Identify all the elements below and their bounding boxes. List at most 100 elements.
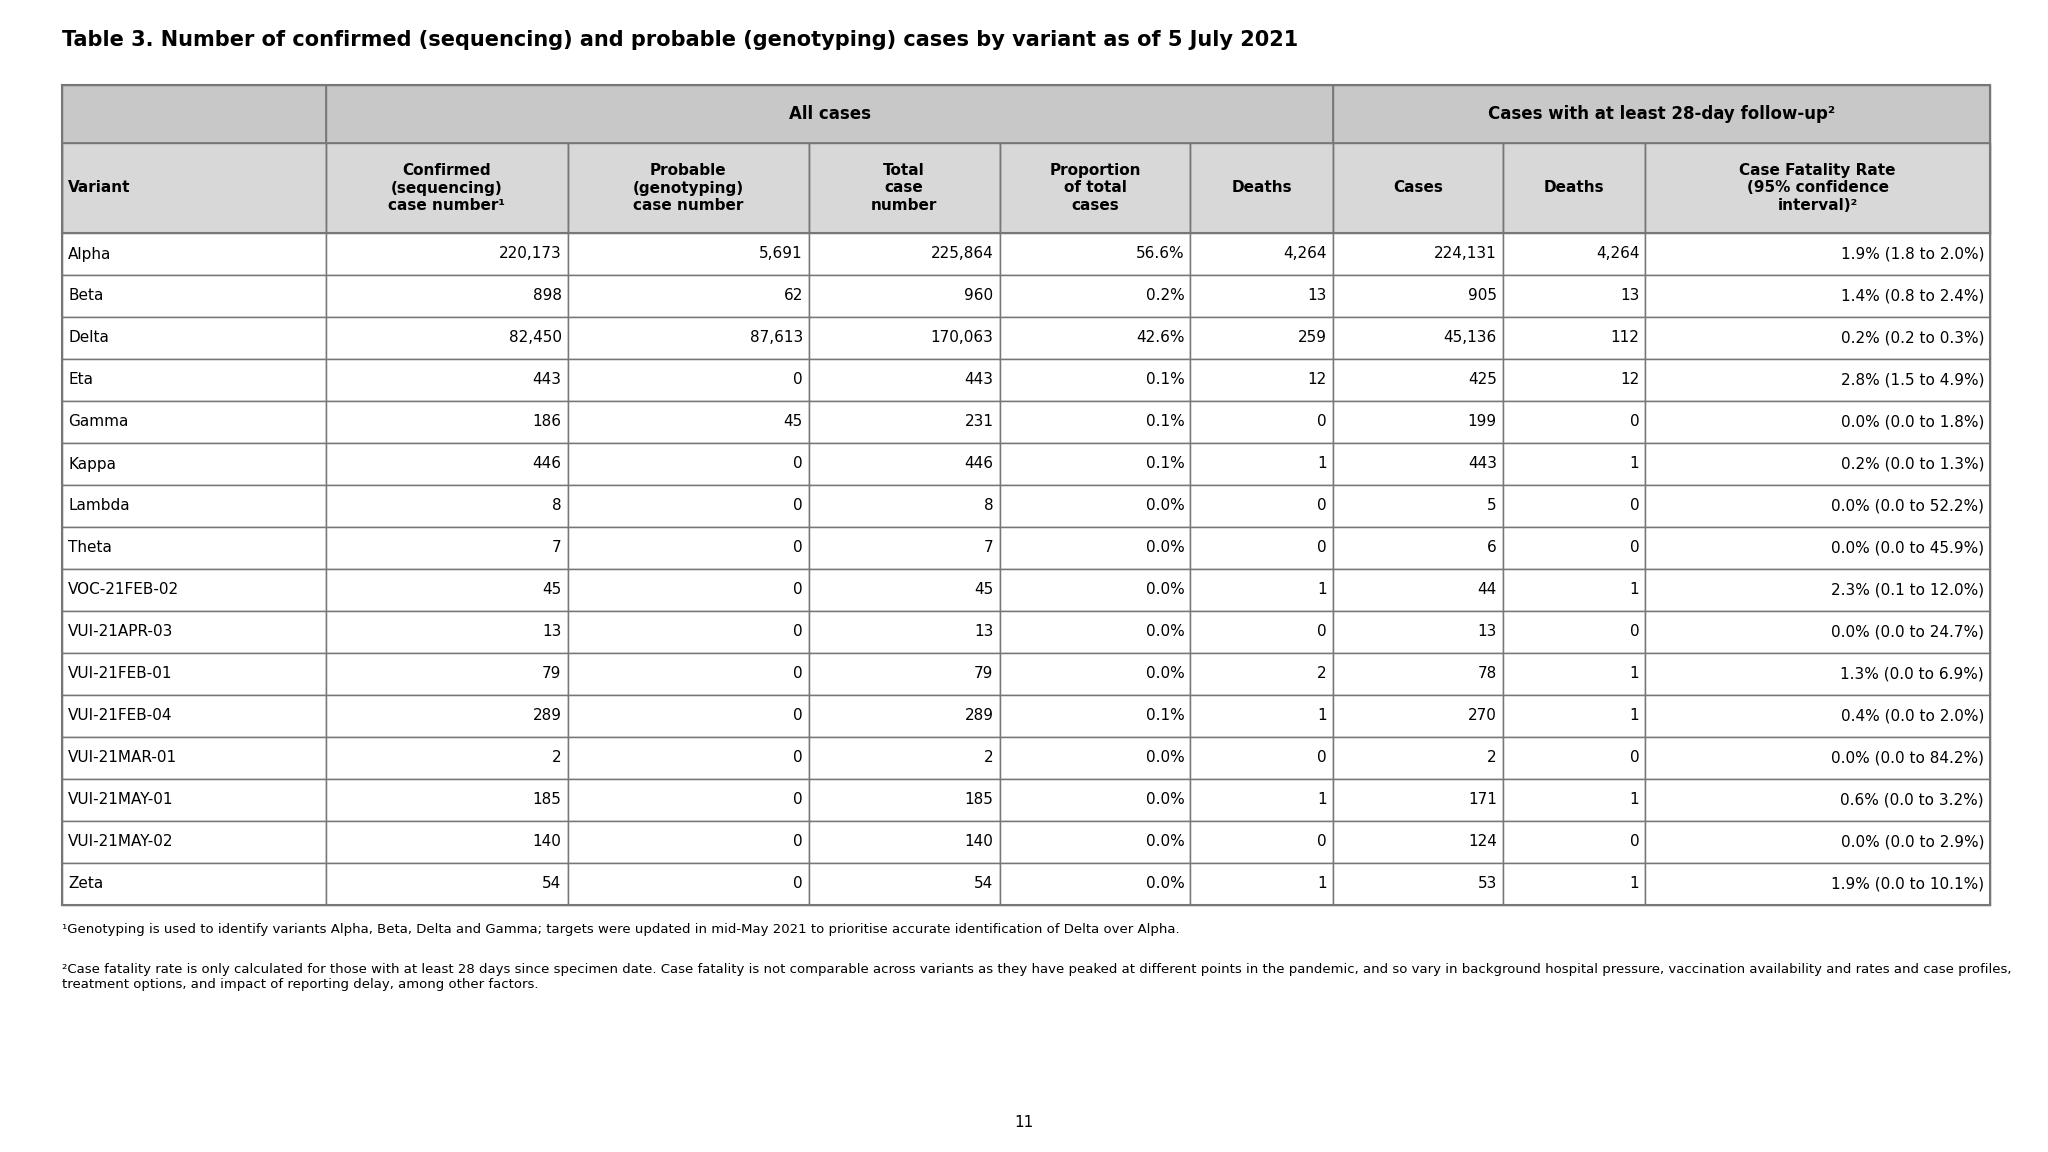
Text: 4,264: 4,264 <box>1284 247 1327 262</box>
Text: 6: 6 <box>1487 540 1497 555</box>
Text: 2: 2 <box>1317 667 1327 682</box>
Text: 8: 8 <box>551 499 561 514</box>
Bar <box>809 863 999 905</box>
Text: Case Fatality Rate
(95% confidence
interval)²: Case Fatality Rate (95% confidence inter… <box>1739 164 1896 213</box>
Bar <box>809 821 999 863</box>
Text: Theta: Theta <box>68 540 113 555</box>
Text: All cases: All cases <box>788 105 870 123</box>
Bar <box>999 569 1190 611</box>
Bar <box>567 485 809 526</box>
Bar <box>567 317 809 359</box>
Text: VUI-21MAR-01: VUI-21MAR-01 <box>68 750 176 765</box>
Text: VUI-21MAY-02: VUI-21MAY-02 <box>68 834 174 849</box>
Bar <box>809 317 999 359</box>
Bar <box>809 444 999 485</box>
Bar <box>999 485 1190 526</box>
Text: Beta: Beta <box>68 288 102 303</box>
Bar <box>1645 611 1991 653</box>
Text: 0.1%: 0.1% <box>1145 708 1184 723</box>
Bar <box>61 821 326 863</box>
Text: 1.3% (0.0 to 6.9%): 1.3% (0.0 to 6.9%) <box>1841 667 1985 682</box>
Text: 0: 0 <box>1630 540 1638 555</box>
Text: 171: 171 <box>1468 793 1497 808</box>
Bar <box>1333 863 1503 905</box>
Text: Proportion
of total
cases: Proportion of total cases <box>1049 164 1141 213</box>
Bar <box>1190 444 1333 485</box>
Bar <box>1503 526 1645 569</box>
Text: 0.0% (0.0 to 84.2%): 0.0% (0.0 to 84.2%) <box>1831 750 1985 765</box>
Bar <box>1190 569 1333 611</box>
Text: 0.4% (0.0 to 2.0%): 0.4% (0.0 to 2.0%) <box>1841 708 1985 723</box>
Text: 905: 905 <box>1468 288 1497 303</box>
Text: 1: 1 <box>1630 456 1638 471</box>
Bar <box>1333 779 1503 821</box>
Text: 0: 0 <box>793 372 803 387</box>
Bar <box>326 653 567 695</box>
Bar <box>1190 737 1333 779</box>
Bar <box>61 653 326 695</box>
Bar <box>809 779 999 821</box>
Text: 2: 2 <box>1487 750 1497 765</box>
Bar <box>809 695 999 737</box>
Bar <box>1333 444 1503 485</box>
Text: 0.2%: 0.2% <box>1145 288 1184 303</box>
Bar <box>61 359 326 401</box>
Bar <box>1645 401 1991 444</box>
Text: 1: 1 <box>1317 708 1327 723</box>
Bar <box>1503 444 1645 485</box>
Text: 446: 446 <box>965 456 993 471</box>
Text: 0: 0 <box>793 834 803 849</box>
Text: 0.1%: 0.1% <box>1145 415 1184 430</box>
Bar <box>1190 526 1333 569</box>
Text: 186: 186 <box>532 415 561 430</box>
Text: Kappa: Kappa <box>68 456 117 471</box>
Text: ¹Genotyping is used to identify variants Alpha, Beta, Delta and Gamma; targets w: ¹Genotyping is used to identify variants… <box>61 923 1180 935</box>
Text: 0.0%: 0.0% <box>1145 583 1184 598</box>
Text: 224,131: 224,131 <box>1434 247 1497 262</box>
Bar <box>326 444 567 485</box>
Bar <box>1333 233 1503 275</box>
Bar <box>999 611 1190 653</box>
Text: 0.1%: 0.1% <box>1145 456 1184 471</box>
Text: 45: 45 <box>543 583 561 598</box>
Text: 1: 1 <box>1630 583 1638 598</box>
Text: 0.0% (0.0 to 2.9%): 0.0% (0.0 to 2.9%) <box>1841 834 1985 849</box>
Text: 289: 289 <box>532 708 561 723</box>
Text: 199: 199 <box>1468 415 1497 430</box>
Text: 0: 0 <box>1630 624 1638 639</box>
Bar <box>1190 695 1333 737</box>
Bar <box>1645 233 1991 275</box>
Bar <box>1190 233 1333 275</box>
Bar <box>1333 569 1503 611</box>
Text: 5: 5 <box>1487 499 1497 514</box>
Text: 8: 8 <box>983 499 993 514</box>
Text: 259: 259 <box>1298 331 1327 346</box>
Bar <box>1645 569 1991 611</box>
Text: 0: 0 <box>793 499 803 514</box>
Text: 78: 78 <box>1477 667 1497 682</box>
Text: 79: 79 <box>975 667 993 682</box>
Text: 0: 0 <box>793 793 803 808</box>
Text: 45,136: 45,136 <box>1444 331 1497 346</box>
Bar <box>1190 401 1333 444</box>
Text: 112: 112 <box>1610 331 1638 346</box>
Bar <box>1503 143 1645 233</box>
Bar <box>999 779 1190 821</box>
Bar <box>61 233 326 275</box>
Text: 0: 0 <box>793 624 803 639</box>
Text: 45: 45 <box>975 583 993 598</box>
Bar <box>809 526 999 569</box>
Text: 53: 53 <box>1477 877 1497 892</box>
Bar <box>1333 317 1503 359</box>
Text: 0.6% (0.0 to 3.2%): 0.6% (0.0 to 3.2%) <box>1841 793 1985 808</box>
Text: Alpha: Alpha <box>68 247 111 262</box>
Text: 140: 140 <box>532 834 561 849</box>
Bar <box>1645 143 1991 233</box>
Bar <box>1503 695 1645 737</box>
Bar <box>1503 611 1645 653</box>
Text: 1: 1 <box>1317 793 1327 808</box>
Bar <box>1645 737 1991 779</box>
Bar <box>61 779 326 821</box>
Bar <box>809 611 999 653</box>
Bar <box>1503 485 1645 526</box>
